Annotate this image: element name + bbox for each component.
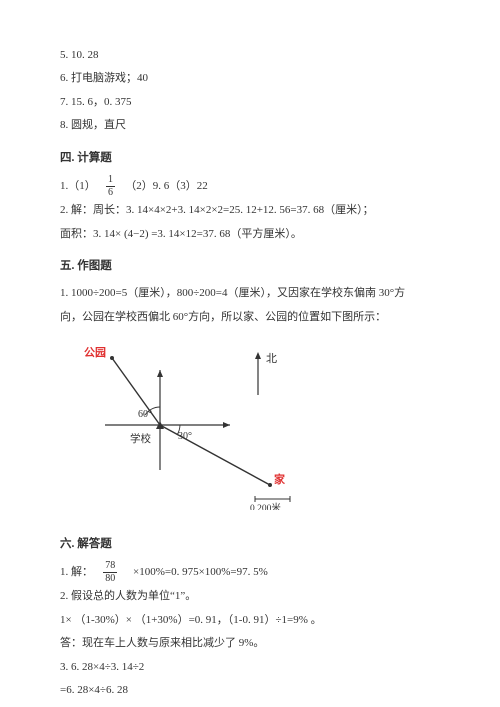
sec4-q1-pre: 1.（1） xyxy=(60,180,101,192)
sec5-p2: 向，公园在学校西偏北 60°方向，所以家、公园的位置如下图所示： xyxy=(60,307,440,328)
svg-text:家: 家 xyxy=(274,472,286,486)
sec6-q1-post: ×100%=0. 975×100%=97. 5% xyxy=(122,566,268,578)
svg-text:0 200米: 0 200米 xyxy=(250,502,281,510)
sec4-q1-post: （2）9. 6（3）22 xyxy=(120,180,208,192)
sec4-q1: 1.（1） 1 6 （2）9. 6（3）22 xyxy=(60,175,440,198)
fraction-1-6: 1 6 xyxy=(106,175,115,198)
svg-text:北: 北 xyxy=(266,352,277,365)
sec4-q2a: 2. 解：周长：3. 14×4×2+3. 14×2×2=25. 12+12. 5… xyxy=(60,200,440,221)
frac-num: 1 xyxy=(106,175,115,187)
sec6-q3a: 3. 6. 28×4÷3. 14÷2 xyxy=(60,657,440,678)
sec6-q1-pre: 1. 解： xyxy=(60,566,99,578)
sec6-q2b: 1× （1-30%）× （1+30%）=0. 91，（1-0. 91）÷1=9%… xyxy=(60,610,440,631)
sec5-p1: 1. 1000÷200=5（厘米），800÷200=4（厘米），又因家在学校东偏… xyxy=(60,283,440,304)
heading-sec6: 六. 解答题 xyxy=(60,533,440,555)
fraction-78-80: 78 80 xyxy=(103,561,117,584)
sec4-q2b: 面积：3. 14× (4−2) =3. 14×12=37. 68（平方厘米）。 xyxy=(60,224,440,245)
ans-8: 8. 圆规，直尺 xyxy=(60,115,440,136)
direction-diagram: 公园家 学校 60° 30° 北 0 200米 xyxy=(60,340,440,518)
heading-sec4: 四. 计算题 xyxy=(60,147,440,169)
frac-num: 78 xyxy=(103,561,117,573)
sec6-q1: 1. 解： 78 80 ×100%=0. 975×100%=97. 5% xyxy=(60,561,440,584)
sec6-q2a: 2. 假设总的人数为单位“1”。 xyxy=(60,586,440,607)
ans-6: 6. 打电脑游戏；40 xyxy=(60,68,440,89)
svg-text:学校: 学校 xyxy=(130,432,151,445)
svg-text:30°: 30° xyxy=(178,431,192,442)
svg-text:公园: 公园 xyxy=(84,346,106,359)
heading-sec5: 五. 作图题 xyxy=(60,255,440,277)
ans-7: 7. 15. 6，0. 375 xyxy=(60,92,440,113)
svg-text:60°: 60° xyxy=(138,409,152,420)
ans-5: 5. 10. 28 xyxy=(60,45,440,66)
frac-den: 6 xyxy=(106,187,115,198)
sec6-q2c: 答：现在车上人数与原来相比减少了 9%。 xyxy=(60,633,440,654)
frac-den: 80 xyxy=(103,573,117,584)
sec6-q3b: =6. 28×4÷6. 28 xyxy=(60,680,440,701)
